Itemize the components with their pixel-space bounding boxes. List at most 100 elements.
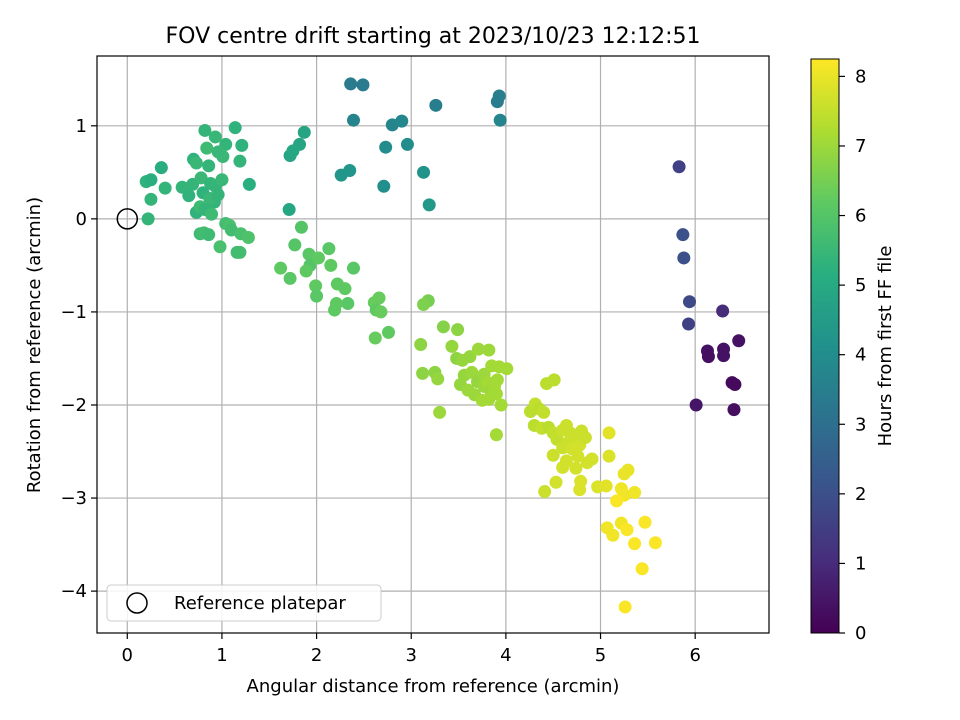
colorbar-ticks: 0 1 2 3 4 5 6 7 8: [839, 66, 866, 644]
data-point: [429, 98, 443, 112]
y-tick-label: −1: [60, 302, 87, 323]
data-point: [202, 228, 216, 242]
data-point: [482, 343, 496, 357]
data-point: [728, 378, 742, 392]
data-point: [628, 485, 642, 499]
data-point: [309, 279, 323, 293]
data-point: [338, 282, 352, 296]
data-point: [346, 113, 360, 127]
data-point: [322, 242, 336, 256]
legend-label-reference: Reference platepar: [174, 593, 346, 614]
data-point: [194, 171, 208, 185]
data-point: [414, 338, 428, 351]
x-tick-label: 2: [311, 645, 322, 666]
colorbar-tick-label: 4: [855, 345, 866, 366]
data-point: [727, 403, 741, 417]
data-point: [471, 342, 485, 356]
data-point: [213, 240, 227, 254]
data-point: [599, 479, 613, 493]
grid-layer: [97, 56, 769, 633]
data-point: [344, 77, 358, 91]
colorbar-tick-label: 7: [855, 136, 866, 157]
data-point: [417, 165, 431, 179]
data-point: [463, 350, 477, 364]
data-point: [537, 405, 551, 419]
data-point: [465, 365, 479, 379]
data-point: [274, 261, 288, 275]
data-point: [416, 366, 430, 380]
data-point: [618, 600, 632, 614]
chart-title: FOV centre drift starting at 2023/10/23 …: [166, 24, 701, 49]
data-point: [228, 121, 242, 135]
data-point: [556, 460, 570, 474]
x-tick-label: 4: [500, 645, 511, 666]
data-point: [311, 251, 325, 265]
data-point: [144, 192, 158, 206]
data-point: [689, 398, 703, 412]
data-point: [431, 372, 445, 386]
data-point: [241, 230, 255, 244]
data-point: [445, 339, 459, 353]
data-point: [682, 295, 696, 309]
y-axis-ticks: −4 −3 −2 −1 0 1: [60, 116, 97, 602]
x-tick-label: 0: [122, 645, 133, 666]
data-point: [621, 463, 635, 477]
x-tick-label: 6: [689, 645, 700, 666]
data-point: [493, 113, 507, 127]
data-point: [356, 78, 370, 92]
data-point: [701, 350, 715, 364]
y-axis-label: Rotation from reference (arcmin): [24, 197, 45, 493]
colorbar-label: Hours from first FF file: [875, 246, 896, 447]
data-point: [620, 523, 634, 537]
data-point: [202, 159, 216, 173]
colorbar-tick-label: 6: [855, 206, 866, 227]
data-point: [538, 485, 552, 499]
data-point: [346, 261, 360, 275]
data-point: [578, 431, 592, 445]
data-point: [182, 189, 196, 203]
data-point: [328, 303, 342, 317]
data-point: [400, 137, 414, 151]
data-point: [198, 123, 212, 137]
colorbar-tick-label: 1: [855, 553, 866, 574]
data-point: [341, 297, 355, 311]
x-axis-label: Angular distance from reference (arcmin): [247, 676, 620, 697]
data-point: [549, 475, 563, 489]
data-point: [556, 441, 570, 455]
colorbar-tick-label: 5: [855, 275, 866, 296]
data-point: [233, 154, 247, 168]
data-point: [672, 160, 686, 174]
data-point: [310, 289, 324, 303]
data-point: [628, 537, 642, 551]
data-point: [635, 562, 649, 576]
data-point: [288, 238, 302, 252]
legend-box: [106, 584, 382, 622]
data-point: [573, 483, 587, 497]
colorbar-tick-label: 3: [855, 414, 866, 435]
data-point: [571, 449, 585, 463]
data-point: [215, 173, 229, 187]
y-tick-label: 0: [76, 209, 87, 230]
points-layer: [116, 77, 746, 614]
data-point: [211, 145, 225, 159]
data-point: [294, 220, 308, 234]
data-point: [602, 449, 616, 463]
data-point: [436, 320, 450, 334]
legend: Reference platepar: [106, 584, 382, 622]
x-tick-label: 3: [406, 645, 417, 666]
data-point: [282, 203, 296, 217]
data-point: [200, 141, 214, 155]
data-point: [606, 528, 620, 542]
x-axis-ticks: 0 1 2 3 4 5 6: [122, 633, 701, 666]
data-point: [676, 228, 690, 242]
data-point: [489, 428, 503, 442]
data-point: [208, 130, 222, 144]
data-point: [189, 156, 203, 170]
data-point: [211, 188, 225, 202]
colorbar-tick-label: 2: [855, 484, 866, 505]
data-point: [368, 331, 382, 345]
data-point: [732, 334, 746, 348]
data-point: [382, 325, 396, 339]
data-point: [205, 207, 219, 221]
data-point: [154, 161, 168, 175]
